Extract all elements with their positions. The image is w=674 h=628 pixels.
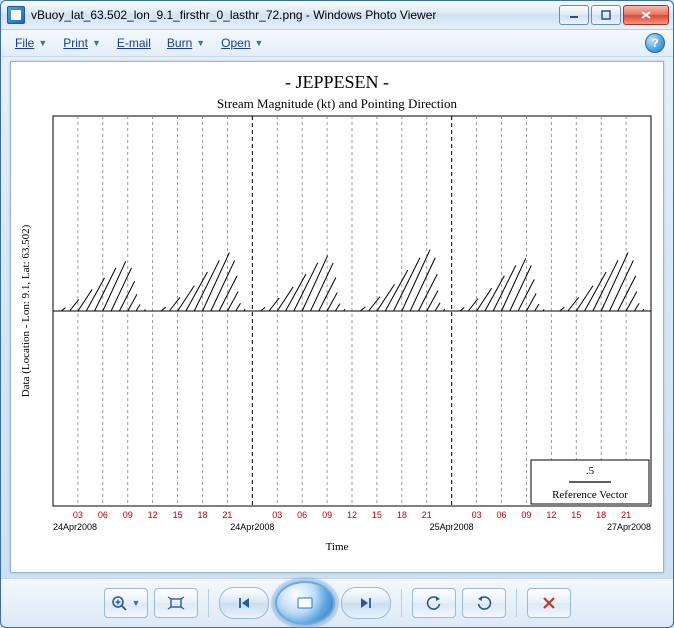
fit-icon	[167, 596, 185, 610]
svg-text:03: 03	[472, 510, 482, 520]
svg-text:12: 12	[347, 510, 357, 520]
chevron-down-icon: ▼	[196, 38, 205, 48]
rotate-cw-icon	[476, 595, 492, 611]
menu-file-label: File	[15, 36, 34, 50]
toolbar-separator	[208, 589, 209, 617]
svg-text:21: 21	[222, 510, 232, 520]
menu-file[interactable]: File ▼	[9, 34, 53, 52]
menu-burn-label: Burn	[167, 36, 192, 50]
toolbar-separator	[401, 589, 402, 617]
slideshow-icon	[295, 593, 315, 613]
svg-text:25Apr2008: 25Apr2008	[430, 522, 474, 532]
prev-button[interactable]	[219, 587, 269, 619]
svg-text:09: 09	[123, 510, 133, 520]
chevron-down-icon: ▼	[92, 38, 101, 48]
slideshow-button[interactable]	[275, 581, 335, 625]
svg-text:24Apr2008: 24Apr2008	[230, 522, 274, 532]
chart: - JEPPESEN - Stream Magnitude (kt) and Po…	[11, 62, 663, 572]
maximize-icon	[601, 10, 611, 20]
svg-text:Data (Location - Lon: 9.1, Lat: Data (Location - Lon: 9.1, Lat: 63.502)	[20, 224, 32, 397]
delete-button[interactable]	[527, 588, 571, 618]
maximize-button[interactable]	[591, 5, 621, 25]
svg-text:Reference Vector: Reference Vector	[552, 489, 628, 501]
minimize-button[interactable]	[559, 5, 589, 25]
window-title: vBuoy_lat_63.502_lon_9.1_firsthr_0_lasth…	[31, 8, 436, 22]
menu-open[interactable]: Open ▼	[215, 34, 269, 52]
svg-text:06: 06	[496, 510, 506, 520]
title-sep: -	[303, 8, 314, 22]
app-icon	[7, 6, 25, 24]
close-icon	[640, 10, 652, 20]
svg-text:18: 18	[397, 510, 407, 520]
svg-text:Time: Time	[326, 541, 349, 553]
svg-text:24Apr2008: 24Apr2008	[53, 522, 97, 532]
svg-text:15: 15	[372, 510, 382, 520]
svg-text:15: 15	[173, 510, 183, 520]
next-icon	[359, 596, 373, 610]
title-appname: Windows Photo Viewer	[313, 8, 436, 22]
svg-text:12: 12	[546, 510, 556, 520]
chevron-down-icon: ▼	[38, 38, 47, 48]
photo-frame: - JEPPESEN - Stream Magnitude (kt) and Po…	[10, 61, 664, 573]
zoom-button[interactable]: ▼	[104, 588, 148, 618]
svg-text:09: 09	[521, 510, 531, 520]
svg-text:06: 06	[98, 510, 108, 520]
svg-text:18: 18	[596, 510, 606, 520]
magnifier-icon	[111, 595, 129, 611]
app-window: vBuoy_lat_63.502_lon_9.1_firsthr_0_lasth…	[0, 0, 674, 628]
svg-text:27Apr2008: 27Apr2008	[607, 522, 651, 532]
menubar: File ▼ Print ▼ E-mail Burn ▼ Open ▼ ?	[1, 30, 673, 57]
svg-text:03: 03	[73, 510, 83, 520]
menu-email-label: E-mail	[117, 36, 151, 50]
window-buttons	[559, 5, 669, 25]
rotate-ccw-button[interactable]	[412, 588, 456, 618]
svg-text:12: 12	[148, 510, 158, 520]
delete-icon	[542, 596, 556, 610]
menu-open-label: Open	[221, 36, 250, 50]
fit-button[interactable]	[154, 588, 198, 618]
viewer-toolbar: ▼	[1, 578, 673, 627]
prev-icon	[237, 596, 251, 610]
title-filename: vBuoy_lat_63.502_lon_9.1_firsthr_0_lasth…	[31, 8, 303, 22]
svg-text:.5: .5	[586, 465, 595, 477]
svg-text:03: 03	[272, 510, 282, 520]
svg-text:06: 06	[297, 510, 307, 520]
close-button[interactable]	[623, 5, 669, 25]
menu-burn[interactable]: Burn ▼	[161, 34, 211, 52]
next-button[interactable]	[341, 587, 391, 619]
menu-print-label: Print	[63, 36, 88, 50]
svg-text:15: 15	[571, 510, 581, 520]
svg-text:09: 09	[322, 510, 332, 520]
chevron-down-icon: ▼	[132, 598, 141, 608]
help-button[interactable]: ?	[645, 33, 665, 53]
chevron-down-icon: ▼	[255, 38, 264, 48]
toolbar-separator	[516, 589, 517, 617]
menu-email[interactable]: E-mail	[111, 34, 157, 52]
menu-print[interactable]: Print ▼	[57, 34, 107, 52]
titlebar[interactable]: vBuoy_lat_63.502_lon_9.1_firsthr_0_lasth…	[1, 1, 673, 30]
rotate-cw-button[interactable]	[462, 588, 506, 618]
help-icon: ?	[651, 36, 658, 50]
svg-text:18: 18	[197, 510, 207, 520]
svg-text:21: 21	[621, 510, 631, 520]
svg-text:- JEPPESEN -: - JEPPESEN -	[285, 72, 389, 92]
minimize-icon	[569, 10, 579, 20]
svg-text:21: 21	[422, 510, 432, 520]
content-area: - JEPPESEN - Stream Magnitude (kt) and Po…	[1, 57, 673, 578]
rotate-ccw-icon	[426, 595, 442, 611]
svg-text:Stream Magnitude (kt) and Poin: Stream Magnitude (kt) and Pointing Direc…	[217, 96, 458, 111]
